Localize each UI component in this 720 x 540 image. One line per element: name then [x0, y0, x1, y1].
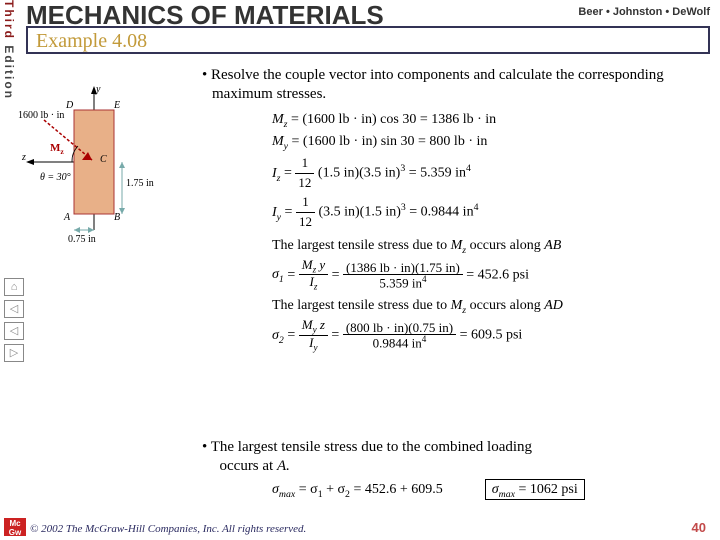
pt-A: A	[64, 212, 70, 223]
bullet-1-text: Resolve the couple vector into component…	[211, 67, 664, 102]
nav-icons: ⌂ ◁ ◁ ▷	[4, 278, 26, 366]
bullet-2-l1: The largest tensile stress due to the co…	[211, 439, 532, 455]
diag-wdim: 0.75 in	[68, 234, 96, 245]
pt-D: D	[66, 100, 73, 111]
eq-iz: Iz = 112 (1.5 in)(3.5 in)3 = 5.359 in4	[272, 154, 706, 193]
edition-third: Third	[2, 0, 16, 40]
pt-B: B	[114, 212, 120, 223]
edition-ed: Edition	[2, 45, 16, 100]
nav-back-icon[interactable]: ◁	[4, 300, 24, 318]
axis-y: y	[96, 84, 100, 95]
footer: McGw © 2002 The McGraw-Hill Companies, I…	[0, 518, 720, 540]
edition-label: Third Edition	[2, 0, 16, 100]
axis-z: z	[22, 152, 26, 163]
txt-ad: The largest tensile stress due to Mz occ…	[272, 296, 706, 318]
authors: Beer • Johnston • DeWolf	[578, 6, 710, 18]
publisher-logo: McGw	[4, 518, 26, 536]
eq-sigma2: σ2 = My zIy = (800 lb · in)(0.75 in)0.98…	[272, 318, 706, 352]
eq-sigma1: σ1 = Mz yIz = (1386 lb · in)(1.75 in)5.3…	[272, 258, 706, 292]
eq-my: My = (1600 lb · in) sin 30 = 800 lb · in	[272, 132, 706, 154]
content-main: • Resolve the couple vector into compone…	[200, 66, 706, 353]
bullet-2: • The largest tensile stress due to the …	[200, 438, 706, 476]
eq-iy: Iy = 112 (3.5 in)(1.5 in)3 = 0.9844 in4	[272, 193, 706, 232]
eq-sigmamax: σmax = σ1 + σ2 = 452.6 + 609.5 σmax = 10…	[200, 482, 706, 500]
bullet-2-A: A.	[277, 458, 290, 474]
pt-E: E	[114, 100, 120, 111]
beam-diagram: 1600 lb · in θ = 30° 1.75 in 0.75 in y z…	[22, 80, 192, 255]
diag-moment: 1600 lb · in	[18, 110, 64, 121]
content-bottom: • The largest tensile stress due to the …	[200, 438, 706, 500]
example-title-box: Example 4.08	[26, 26, 710, 54]
page-number: 40	[692, 520, 706, 535]
bullet-2-l2: occurs at	[220, 458, 277, 474]
nav-fwd-icon[interactable]: ▷	[4, 344, 24, 362]
moment-M: Mz	[50, 142, 64, 156]
txt-ab: The largest tensile stress due to Mz occ…	[272, 236, 706, 258]
example-title: Example 4.08	[28, 28, 708, 54]
eq-mz: Mz = (1600 lb · in) cos 30 = 1386 lb · i…	[272, 110, 706, 132]
pt-C: C	[100, 154, 107, 165]
equations: Mz = (1600 lb · in) cos 30 = 1386 lb · i…	[200, 110, 706, 352]
nav-back2-icon[interactable]: ◁	[4, 322, 24, 340]
copyright: © 2002 The McGraw-Hill Companies, Inc. A…	[30, 523, 306, 535]
diag-hdim: 1.75 in	[126, 178, 154, 189]
bullet-1: • Resolve the couple vector into compone…	[200, 66, 706, 104]
diag-angle: θ = 30°	[40, 172, 71, 183]
nav-home-icon[interactable]: ⌂	[4, 278, 24, 296]
